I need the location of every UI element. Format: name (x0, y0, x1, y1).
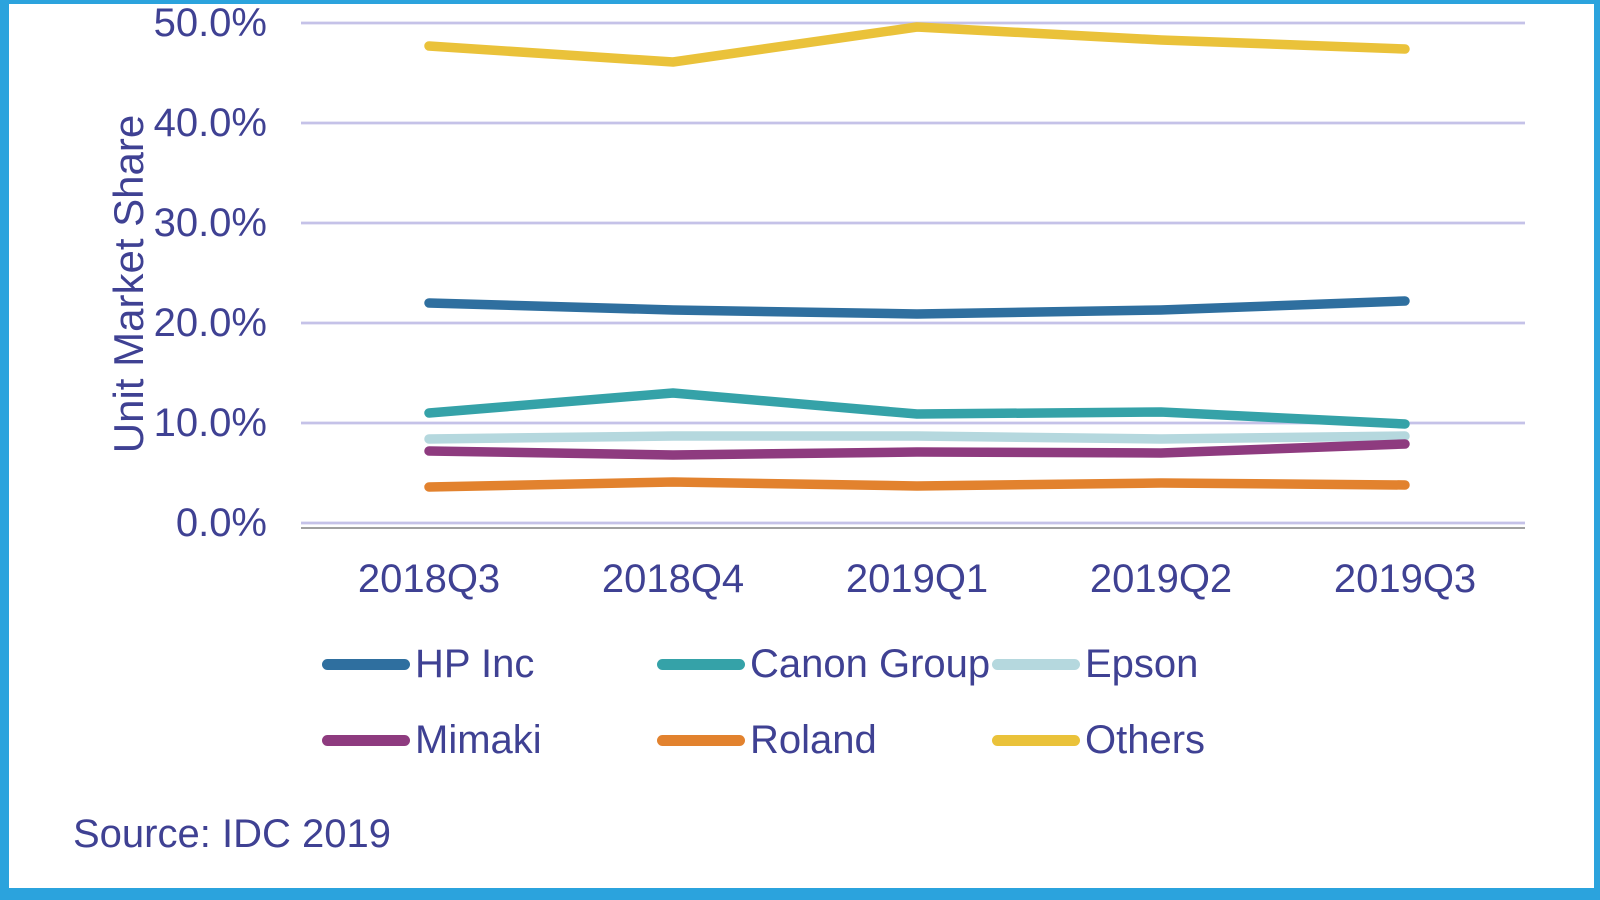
legend-label: Mimaki (415, 717, 542, 762)
x-tick-label: 2019Q2 (1089, 557, 1233, 601)
x-tick-label: 2019Q3 (1333, 557, 1477, 601)
y-tick-label: 20.0% (153, 301, 267, 345)
legend-swatch (992, 734, 1080, 746)
series-line-canon-group (424, 388, 1410, 429)
legend-label: Epson (1085, 641, 1199, 686)
legend-item-hp-inc: HP Inc (322, 641, 534, 687)
legend-swatch (657, 658, 745, 670)
legend-item-roland: Roland (657, 717, 877, 763)
y-tick-label: 50.0% (153, 1, 267, 45)
legend-item-epson: Epson (992, 641, 1198, 687)
legend-label: HP Inc (415, 641, 535, 686)
y-tick-label: 40.0% (153, 101, 267, 145)
source-note: Source: IDC 2019 (73, 812, 391, 856)
legend-swatch (657, 734, 745, 746)
legend-swatch (992, 658, 1080, 670)
series-line-mimaki (424, 439, 1410, 460)
series-line-epson (424, 431, 1410, 444)
y-tick-label: 0.0% (175, 501, 267, 545)
legend-label: Canon Group (750, 641, 991, 686)
x-tick-label: 2018Q3 (357, 557, 501, 601)
x-tick-label: 2018Q4 (601, 557, 745, 601)
series-line-others (424, 22, 1410, 67)
legend-label: Others (1085, 717, 1206, 762)
legend-label: Roland (750, 717, 877, 762)
legend-swatch (322, 734, 410, 746)
line-chart-plot (301, 21, 1525, 529)
legend-item-others: Others (992, 717, 1205, 763)
legend-item-canon-group: Canon Group (657, 641, 990, 687)
series-line-hp-inc (424, 296, 1410, 319)
series-line-roland (424, 477, 1410, 492)
y-tick-label: 10.0% (153, 401, 267, 445)
x-tick-label: 2019Q1 (845, 557, 989, 601)
legend-item-mimaki: Mimaki (322, 717, 542, 763)
y-tick-label: 30.0% (153, 201, 267, 245)
legend-swatch (322, 658, 410, 670)
